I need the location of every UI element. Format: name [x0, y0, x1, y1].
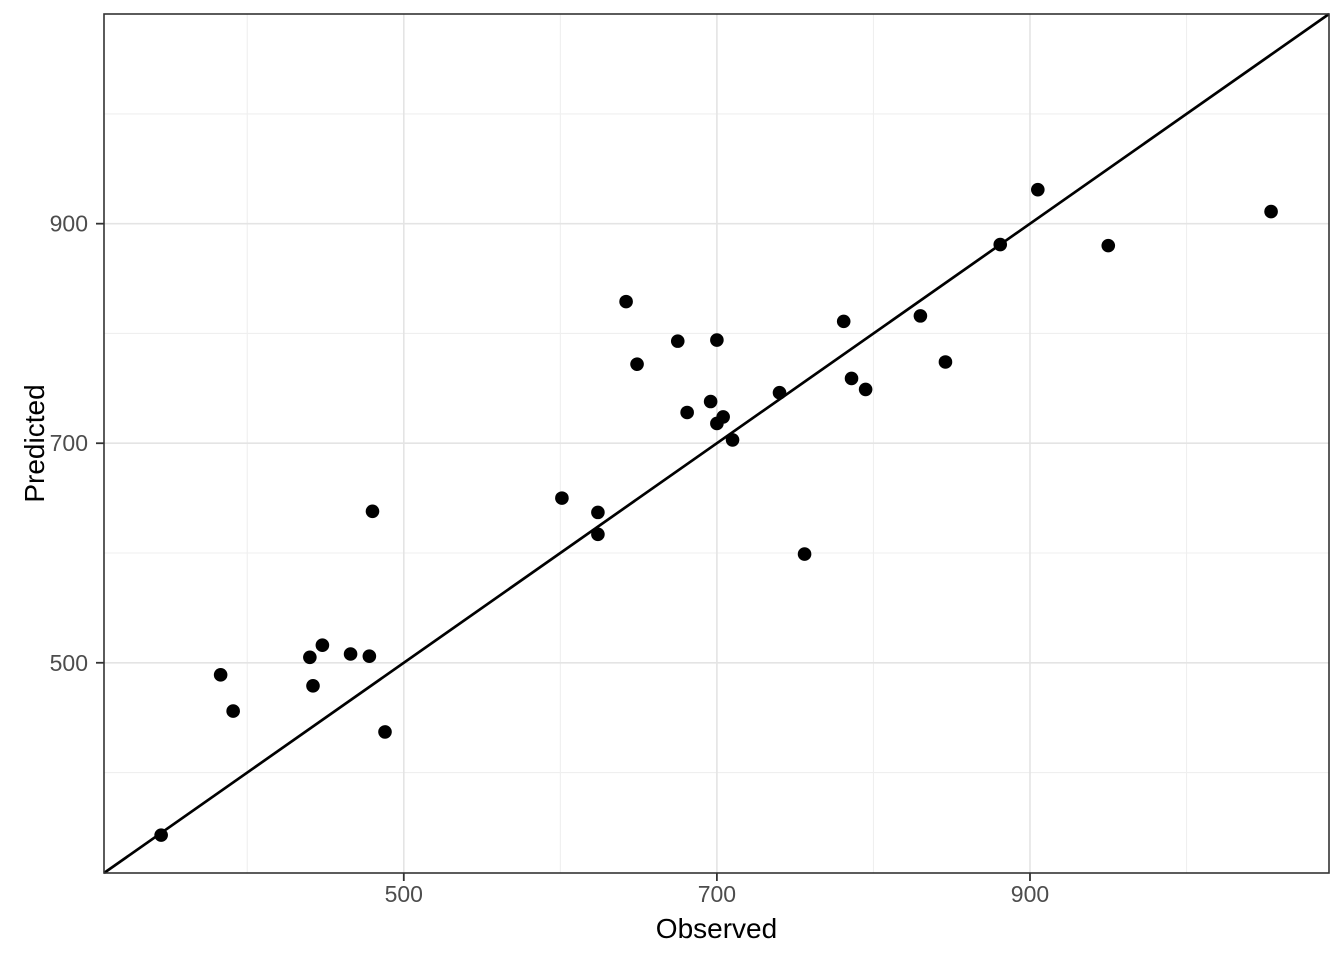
- data-point-7: [362, 649, 377, 663]
- data-point-5: [315, 638, 330, 653]
- data-point-17: [703, 394, 718, 409]
- x-axis-title: Observed: [656, 913, 777, 944]
- data-point-13: [619, 294, 633, 309]
- data-point-24: [836, 314, 851, 329]
- data-point-28: [938, 355, 953, 369]
- data-point-26: [858, 382, 873, 397]
- data-point-21: [725, 433, 740, 447]
- data-point-16: [680, 405, 694, 420]
- data-point-3: [303, 650, 317, 665]
- data-point-25: [844, 371, 859, 386]
- data-point-2: [226, 704, 240, 718]
- identity-line: [103, 12, 1330, 875]
- data-point-15: [670, 334, 685, 348]
- data-point-23: [797, 547, 812, 561]
- y-axis-title: Predicted: [19, 384, 50, 502]
- x-tick-label-700: 700: [698, 881, 736, 907]
- data-point-18: [710, 333, 724, 347]
- data-point-27: [913, 309, 928, 323]
- data-point-8: [365, 504, 380, 519]
- data-point-20: [716, 410, 730, 424]
- data-point-32: [1264, 204, 1278, 219]
- axes: 500 700 900 500 700 900: [50, 13, 1330, 907]
- geoms: [103, 12, 1330, 875]
- y-tick-label-900: 900: [50, 211, 88, 237]
- data-point-31: [1101, 238, 1116, 253]
- y-tick-label-500: 500: [50, 650, 88, 676]
- data-point-1: [213, 668, 228, 682]
- data-point-6: [343, 647, 358, 661]
- data-point-29: [993, 237, 1008, 252]
- data-point-30: [1031, 182, 1045, 197]
- data-point-14: [630, 357, 644, 371]
- x-tick-label-900: 900: [1011, 881, 1049, 907]
- data-point-9: [378, 725, 392, 739]
- data-point-10: [555, 491, 569, 505]
- x-tick-label-500: 500: [385, 881, 423, 907]
- y-tick-label-700: 700: [50, 430, 88, 456]
- data-point-22: [772, 385, 787, 400]
- data-point-4: [306, 679, 320, 693]
- data-point-0: [154, 828, 168, 842]
- data-point-12: [591, 527, 605, 542]
- data-point-11: [591, 505, 605, 520]
